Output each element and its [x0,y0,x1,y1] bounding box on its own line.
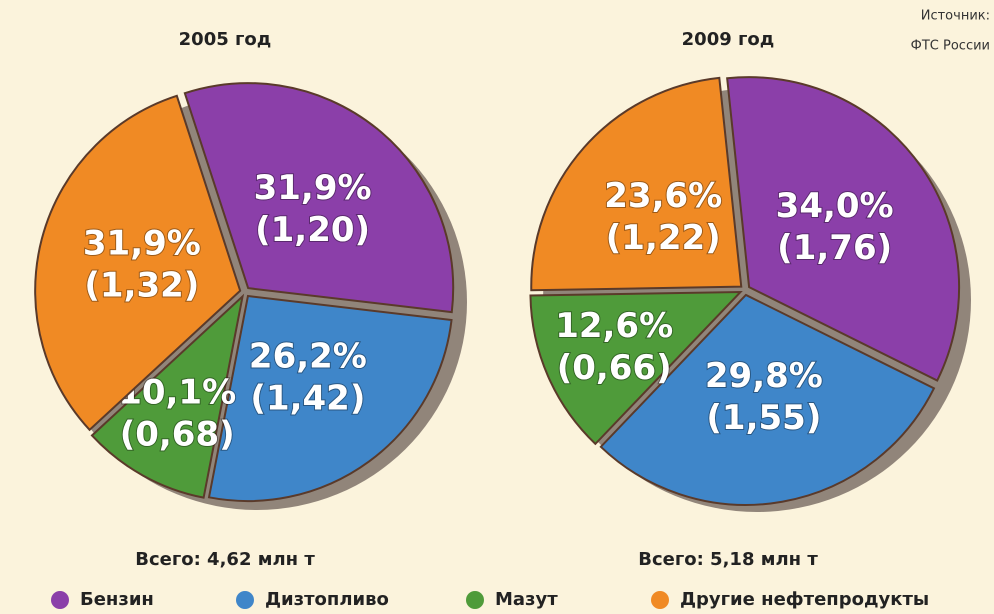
value-label: 31,9% [254,168,372,208]
legend-swatch [651,591,669,609]
pie-slice [34,94,242,432]
legend-label: Бензин [80,589,154,610]
amount-label: (1,55) [706,398,821,438]
total: Всего: 4,62 млн т [135,549,315,570]
value-label: 26,2% [249,337,367,377]
chart-title: 2005 год [179,29,272,50]
value-label: 12,6% [555,306,673,346]
pie-slice [207,294,453,502]
legend-label: Мазут [495,589,558,610]
amount-label: (0,68) [120,414,235,454]
legend-swatch [236,591,254,609]
value-label: 34,0% [776,186,894,226]
value-label: 31,9% [83,224,201,264]
amount-label: (1,22) [606,218,721,258]
legend-label: Дизтопливо [265,589,389,610]
amount-label: (0,66) [557,348,672,388]
pie-slice [183,82,455,314]
total: Всего: 5,18 млн т [638,549,818,570]
value-label: 29,8% [705,356,823,396]
source: Источник: [921,9,990,24]
legend-swatch [466,591,484,609]
amount-label: (1,20) [255,210,370,250]
amount-label: (1,42) [250,379,365,419]
amount-label: (1,76) [777,228,892,268]
value-label: 23,6% [604,176,722,216]
legend-label: Другие нефтепродукты [680,589,929,610]
source: ФТС России [911,39,990,54]
amount-label: (1,32) [84,266,199,306]
pie-slice [599,293,936,506]
pie-slice [726,76,961,382]
pie-slice [529,290,743,446]
pie-slice [90,293,245,499]
chart-title: 2009 год [682,29,775,50]
legend-swatch [51,591,69,609]
pie-slice [530,76,743,292]
